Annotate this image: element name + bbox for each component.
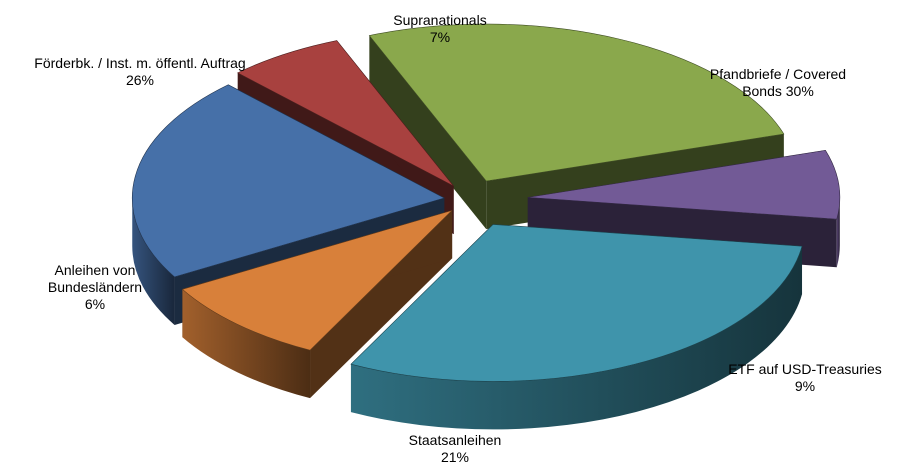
label-etf-usd-treasuries: ETF auf USD-Treasuries 9% — [728, 361, 882, 394]
pie-slice-0 — [350, 224, 803, 430]
pie-slice-rim — [836, 197, 840, 268]
pie-slice-wall — [369, 35, 487, 230]
pie-slice-rim — [350, 246, 803, 430]
label-bundeslaender: Anleihen von Bundesländern 6% — [47, 262, 143, 312]
pie-slice-rim — [132, 198, 175, 325]
pie-slice-rim — [182, 289, 311, 399]
pie-slice-1 — [181, 210, 453, 399]
pie-slice-top — [237, 40, 454, 187]
pie-slice-top — [132, 84, 446, 278]
label-pfandbriefe: Pfandbriefe / Covered Bonds 30% — [709, 66, 847, 99]
pie-slice-top — [368, 23, 785, 182]
label-staatsanleihen: Staatsanleihen 21% — [408, 432, 502, 465]
pie-slice-top — [181, 210, 453, 351]
pie-slice-top — [350, 224, 803, 382]
pie-slice-top — [527, 149, 841, 220]
label-supranationals: Supranationals 7% — [393, 12, 487, 45]
label-foerderbanken: Förderbk. / Inst. m. öffentl. Auftrag 26… — [34, 55, 246, 88]
